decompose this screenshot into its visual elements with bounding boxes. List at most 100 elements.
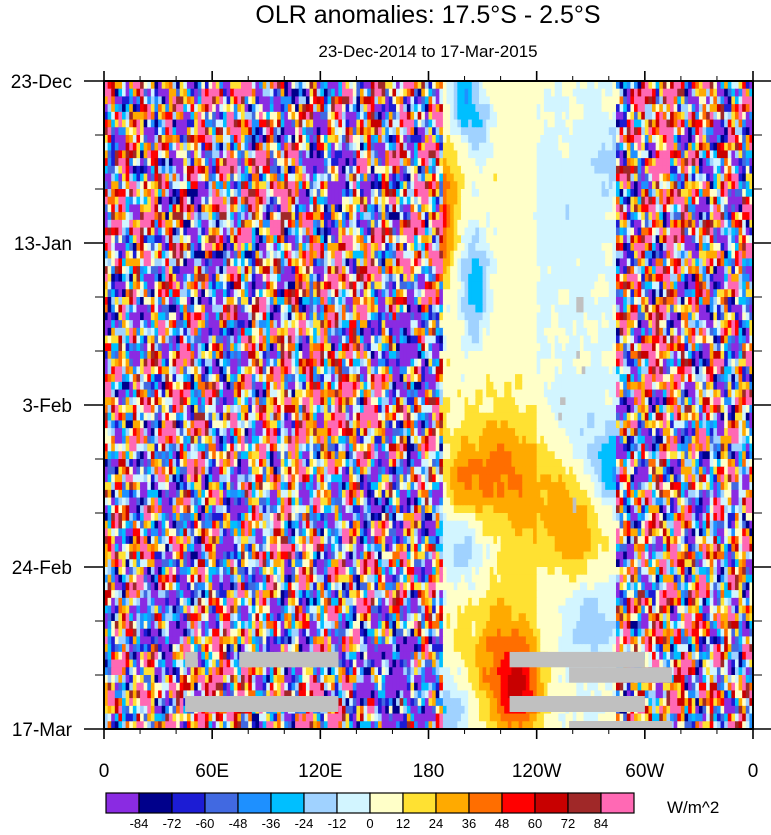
field-cell xyxy=(576,250,581,260)
field-cell xyxy=(410,243,415,252)
field-cell xyxy=(230,127,235,136)
field-cell xyxy=(450,281,455,290)
field-cell xyxy=(396,173,401,182)
field-cell xyxy=(515,189,520,198)
field-cell xyxy=(724,150,729,159)
field-cell xyxy=(266,273,271,283)
field-cell xyxy=(435,96,440,105)
field-cell xyxy=(486,81,491,90)
field-cell xyxy=(486,281,491,290)
field-cell xyxy=(453,88,458,98)
field-cell xyxy=(716,273,722,283)
field-cell xyxy=(273,189,278,198)
field-cell xyxy=(439,173,444,182)
field-cell xyxy=(601,250,606,260)
field-cell xyxy=(388,173,394,182)
field-cell xyxy=(273,243,278,252)
field-cell xyxy=(273,212,278,221)
field-cell xyxy=(702,204,707,213)
field-cell xyxy=(688,173,693,182)
field-cell xyxy=(742,219,747,229)
field-cell xyxy=(702,111,707,121)
field-cell xyxy=(313,158,318,167)
field-cell xyxy=(417,158,422,167)
field-cell xyxy=(309,142,314,152)
field-cell xyxy=(194,119,199,128)
field-cell xyxy=(370,196,376,206)
field-cell xyxy=(150,142,156,152)
field-cell xyxy=(507,165,513,175)
field-cell xyxy=(684,181,689,190)
field-cell xyxy=(208,266,213,275)
field-cell xyxy=(515,135,520,144)
field-cell xyxy=(666,189,671,198)
field-cell xyxy=(179,142,184,152)
field-cell xyxy=(644,127,650,136)
field-cell xyxy=(684,96,689,105)
field-cell xyxy=(561,135,567,144)
field-cell xyxy=(605,119,610,128)
field-cell xyxy=(525,204,531,213)
field-cell xyxy=(529,127,534,136)
field-cell xyxy=(248,235,253,244)
field-cell xyxy=(561,250,567,260)
field-cell xyxy=(662,212,668,221)
field-cell xyxy=(493,266,498,275)
field-cell xyxy=(666,165,671,175)
field-cell xyxy=(569,96,574,105)
field-cell xyxy=(399,88,404,98)
field-cell xyxy=(594,142,599,152)
field-cell xyxy=(745,258,750,267)
field-cell xyxy=(122,266,127,275)
field-cell xyxy=(702,119,707,128)
field-cell xyxy=(356,204,361,213)
field-cell xyxy=(129,196,134,206)
field-cell xyxy=(471,266,476,275)
field-cell xyxy=(251,119,257,128)
field-cell xyxy=(277,273,282,283)
field-cell xyxy=(716,150,722,159)
field-cell xyxy=(338,235,343,244)
field-cell xyxy=(554,227,559,236)
field-cell xyxy=(547,204,552,213)
field-cell xyxy=(349,104,354,113)
field-cell xyxy=(269,281,275,290)
field-cell xyxy=(215,219,220,229)
field-cell xyxy=(273,173,278,182)
field-cell xyxy=(378,281,383,290)
field-cell xyxy=(378,243,383,252)
field-cell xyxy=(666,243,671,252)
field-cell xyxy=(129,173,134,182)
field-cell xyxy=(352,104,357,113)
field-cell xyxy=(583,88,588,98)
field-cell xyxy=(132,243,138,252)
field-cell xyxy=(356,281,361,290)
field-cell xyxy=(648,119,653,128)
field-cell xyxy=(727,250,732,260)
field-cell xyxy=(345,227,350,236)
field-cell xyxy=(594,127,599,136)
field-cell xyxy=(533,204,538,213)
field-cell xyxy=(475,158,480,167)
field-cell xyxy=(244,88,249,98)
field-cell xyxy=(356,111,361,121)
field-cell xyxy=(648,181,653,190)
field-cell xyxy=(222,111,228,121)
field-cell xyxy=(626,111,632,121)
field-cell xyxy=(432,104,437,113)
field-cell xyxy=(338,111,343,121)
field-cell xyxy=(547,173,552,182)
field-cell xyxy=(652,96,657,105)
field-cell xyxy=(331,189,336,198)
field-cell xyxy=(439,135,444,144)
field-cell xyxy=(107,258,112,267)
field-cell xyxy=(118,204,123,213)
field-cell xyxy=(648,273,653,283)
field-cell xyxy=(367,281,372,290)
field-cell xyxy=(114,96,120,105)
field-cell xyxy=(727,127,732,136)
field-cell xyxy=(482,219,487,229)
field-cell xyxy=(118,165,123,175)
field-cell xyxy=(298,212,303,221)
field-cell xyxy=(745,150,750,159)
